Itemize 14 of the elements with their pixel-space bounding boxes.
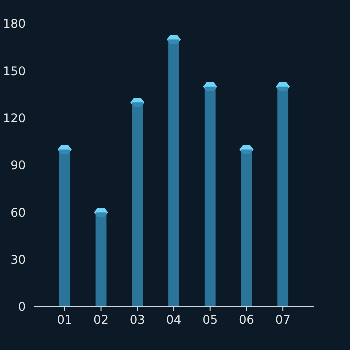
x-tick-label: 05 bbox=[202, 313, 218, 327]
x-tick-label: 06 bbox=[239, 313, 254, 327]
x-tick-label: 07 bbox=[275, 313, 291, 327]
y-tick-label: 60 bbox=[10, 206, 26, 220]
y-tick-label: 0 bbox=[18, 300, 26, 314]
x-tick-label: 04 bbox=[166, 313, 182, 327]
y-tick-label: 30 bbox=[10, 253, 26, 268]
x-tick-label: 03 bbox=[130, 313, 146, 327]
y-tick-label: 150 bbox=[3, 64, 26, 78]
x-tick-label: 02 bbox=[94, 313, 109, 327]
y-tick-label: 90 bbox=[10, 158, 26, 173]
y-tick-label: 120 bbox=[3, 112, 26, 126]
y-tick-label: 180 bbox=[3, 17, 26, 32]
x-tick-label: 01 bbox=[57, 313, 73, 327]
